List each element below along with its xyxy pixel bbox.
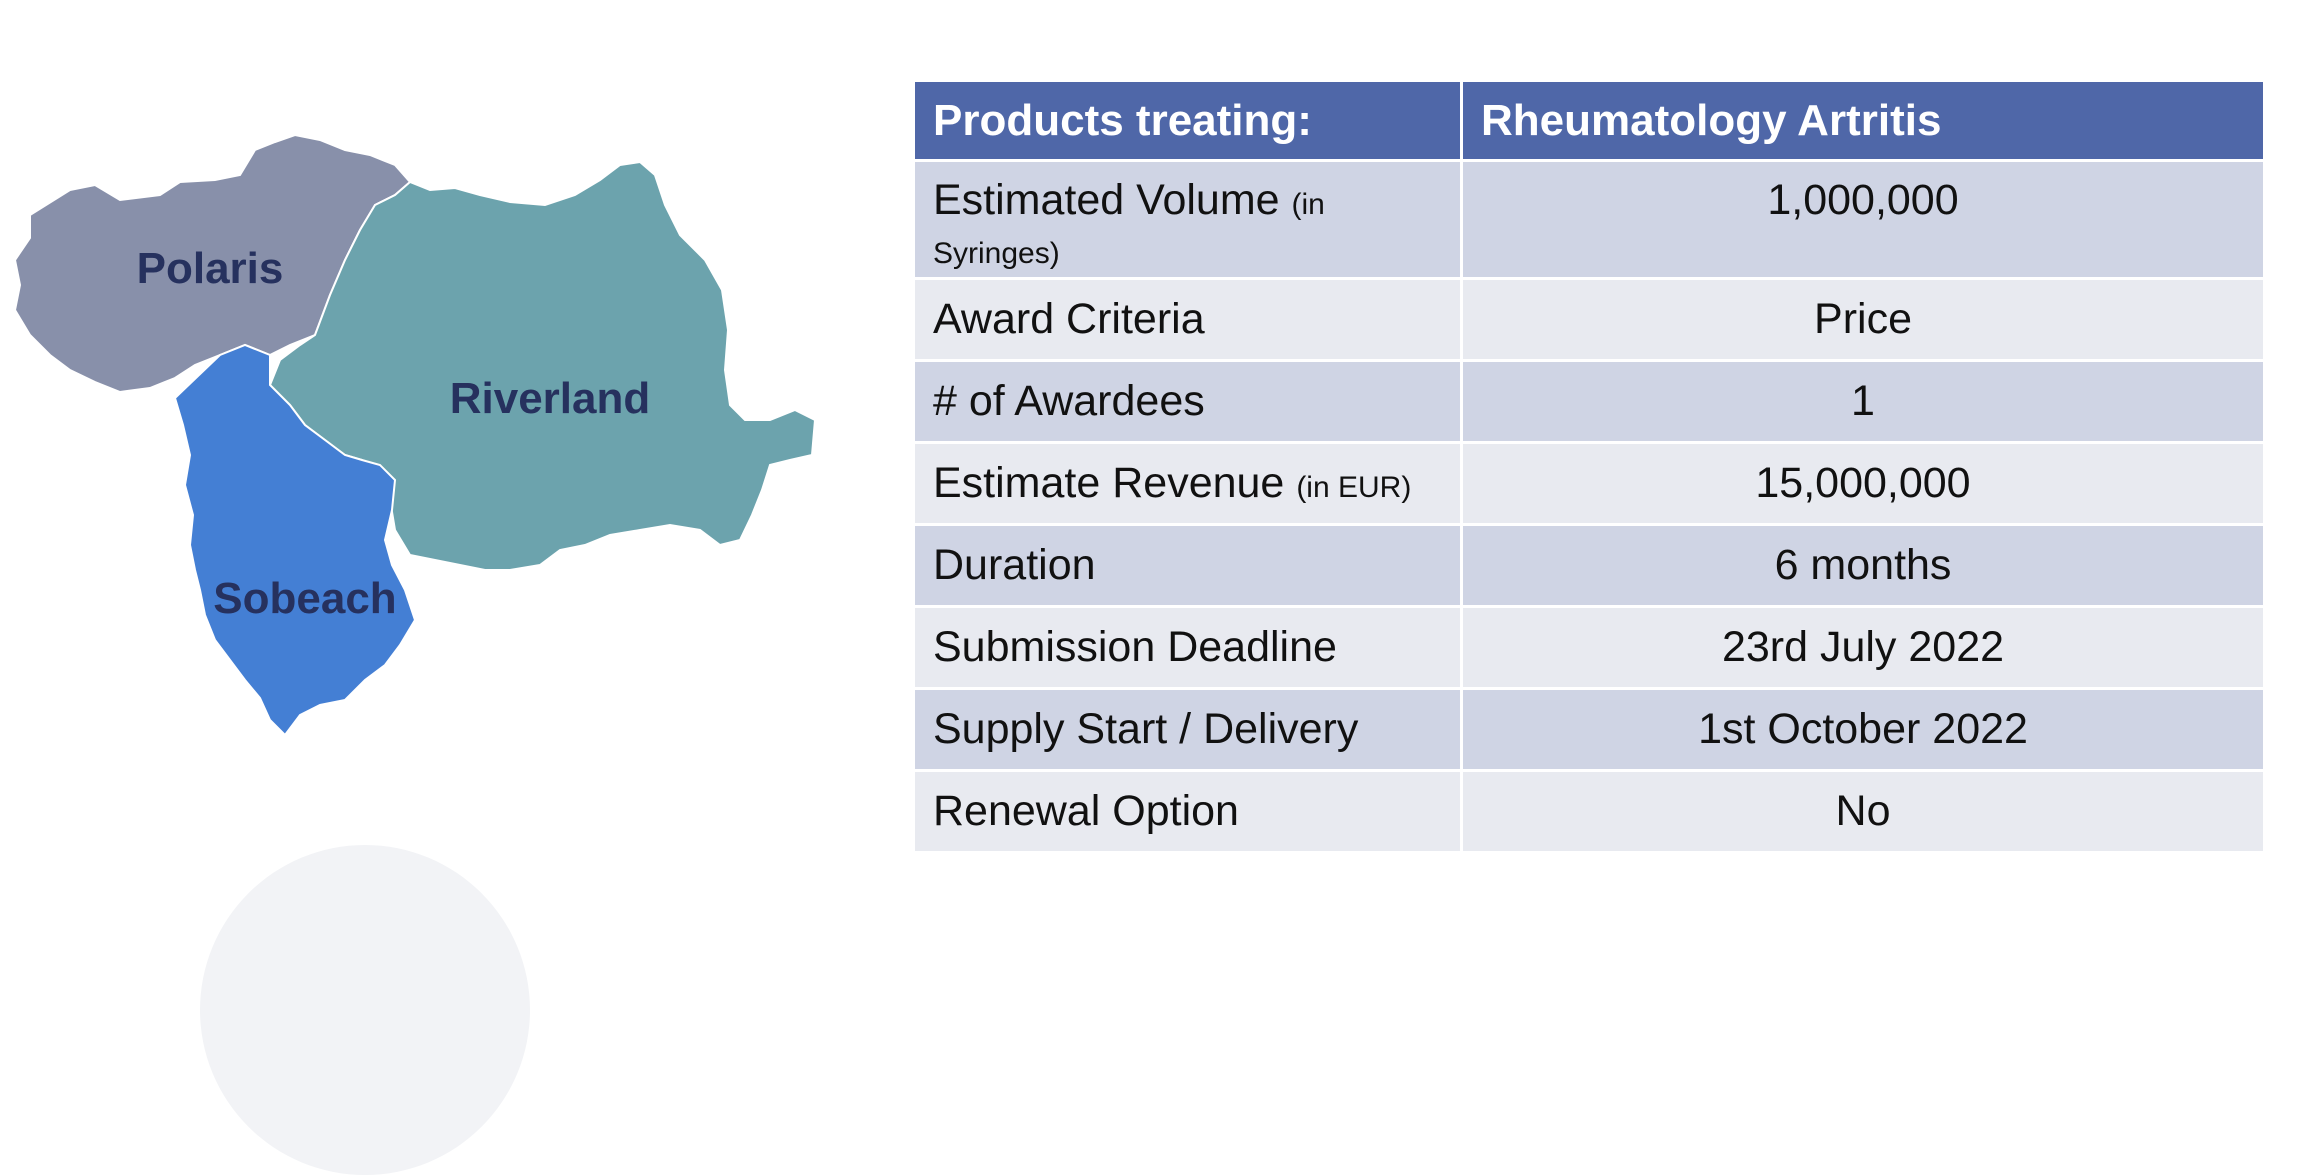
table-row: Estimate Revenue (in EUR) 15,000,000 [912, 441, 2266, 526]
header-value: Rheumatology Artritis [1460, 79, 2266, 162]
region-label-sobeach: Sobeach [213, 574, 396, 623]
row-label: Duration [912, 523, 1463, 608]
region-label-polaris: Polaris [137, 244, 284, 293]
row-label-text: Estimate Revenue [933, 459, 1285, 507]
tender-info-table: Products treating: Rheumatology Artritis… [912, 79, 2266, 854]
table-row: Submission Deadline 23rd July 2022 [912, 605, 2266, 690]
region-map: Polaris Riverland Sobeach [0, 120, 860, 760]
row-label: Estimate Revenue (in EUR) [912, 441, 1463, 526]
region-sobeach [173, 343, 417, 737]
row-label-unit: (in Syringes) [933, 188, 1325, 270]
row-label: Award Criteria [912, 277, 1463, 362]
row-label-text: Submission Deadline [933, 623, 1337, 671]
table-row: Estimated Volume (in Syringes) 1,000,000 [912, 159, 2266, 280]
table-row: Award Criteria Price [912, 277, 2266, 362]
row-label-text: Duration [933, 541, 1096, 589]
row-label: Renewal Option [912, 769, 1463, 854]
row-value: No [1460, 769, 2266, 854]
row-value: 15,000,000 [1460, 441, 2266, 526]
row-value: 6 months [1460, 523, 2266, 608]
row-label: # of Awardees [912, 359, 1463, 444]
table-row: Duration 6 months [912, 523, 2266, 608]
header-label: Products treating: [912, 79, 1463, 162]
row-label: Estimated Volume (in Syringes) [912, 159, 1463, 280]
row-value: 1 [1460, 359, 2266, 444]
row-label: Supply Start / Delivery [912, 687, 1463, 772]
row-value: 1st October 2022 [1460, 687, 2266, 772]
row-label: Submission Deadline [912, 605, 1463, 690]
row-value: 23rd July 2022 [1460, 605, 2266, 690]
row-label-text: Award Criteria [933, 295, 1205, 343]
row-label-text: Supply Start / Delivery [933, 705, 1359, 753]
row-label-text: Renewal Option [933, 787, 1239, 835]
row-label-unit: (in EUR) [1296, 471, 1412, 504]
table-row: Renewal Option No [912, 769, 2266, 854]
table-row: Supply Start / Delivery 1st October 2022 [912, 687, 2266, 772]
table-header-row: Products treating: Rheumatology Artritis [912, 79, 2266, 162]
row-value: Price [1460, 277, 2266, 362]
row-value: 1,000,000 [1460, 159, 2266, 280]
region-label-riverland: Riverland [450, 374, 651, 423]
row-label-text: # of Awardees [933, 377, 1205, 425]
background-circle [200, 845, 530, 1175]
table-row: # of Awardees 1 [912, 359, 2266, 444]
region-map-svg: Polaris Riverland Sobeach [13, 133, 817, 737]
row-label-text: Estimated Volume [933, 176, 1280, 224]
